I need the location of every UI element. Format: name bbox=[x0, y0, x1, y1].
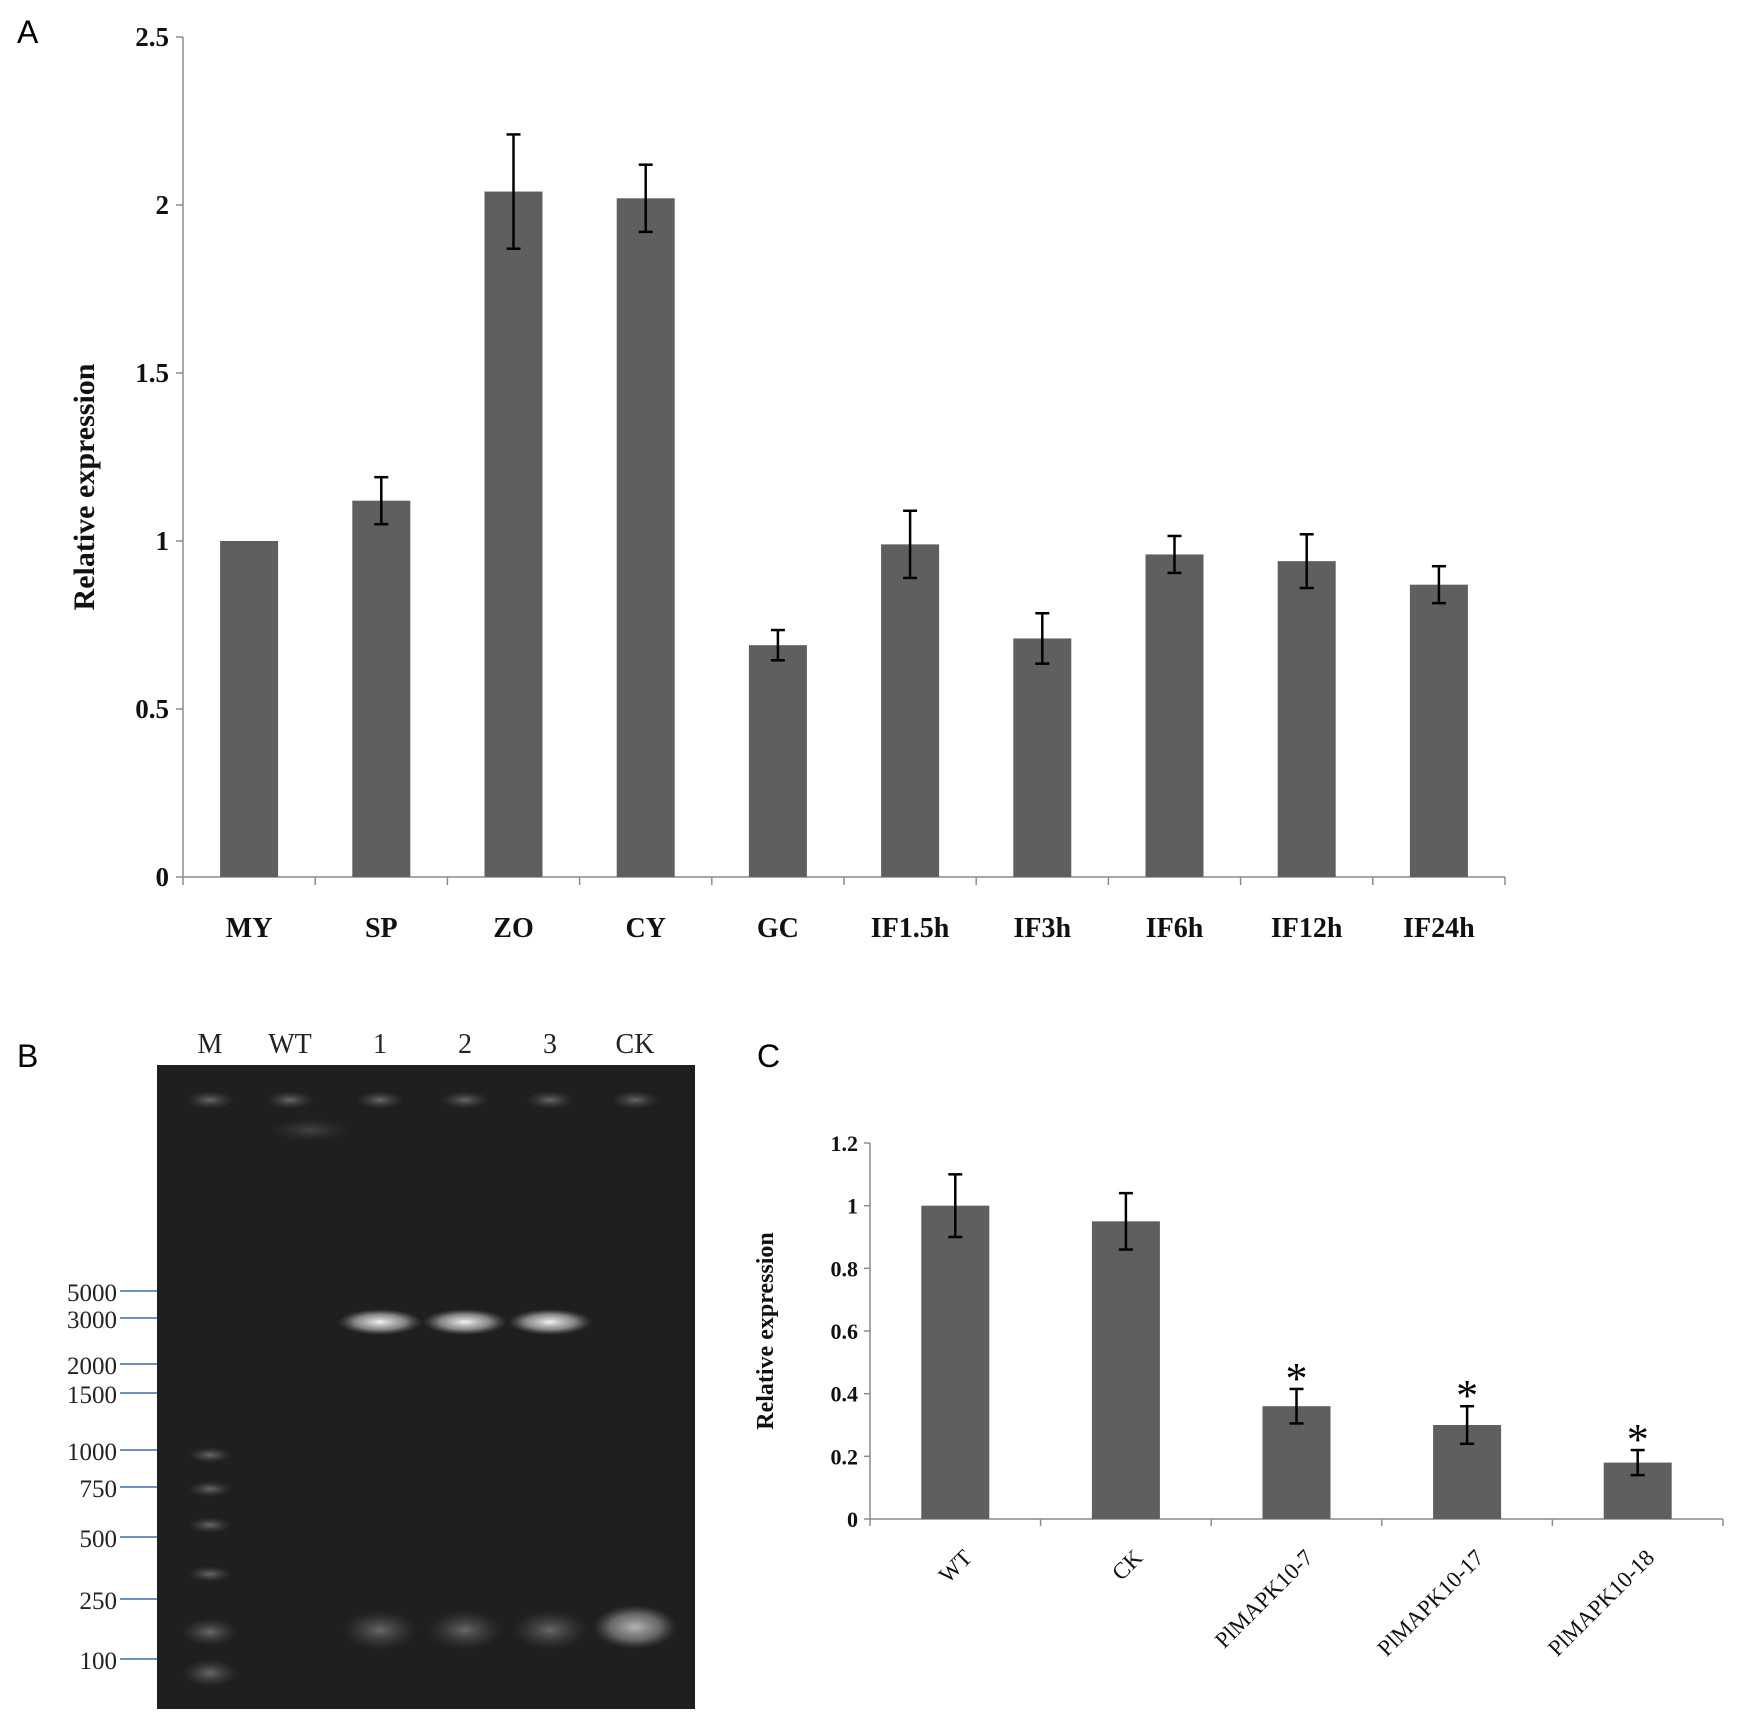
y-tick-label: 1 bbox=[847, 1194, 858, 1219]
bar bbox=[220, 541, 279, 877]
y-axis-title: Relative expression bbox=[68, 363, 101, 610]
y-tick-label: 0.4 bbox=[831, 1382, 859, 1407]
lane-label: 2 bbox=[458, 1029, 472, 1060]
bar bbox=[1013, 638, 1072, 877]
category-label: MY bbox=[226, 913, 273, 944]
bar bbox=[748, 645, 807, 877]
marker-size-label: 500 bbox=[80, 1526, 118, 1553]
category-label: IF12h bbox=[1271, 913, 1343, 944]
category-label: IF1.5h bbox=[871, 913, 950, 944]
category-label: IF24h bbox=[1403, 913, 1475, 944]
y-tick-label: 2.5 bbox=[135, 22, 169, 52]
bar bbox=[1262, 1406, 1331, 1519]
gel-background bbox=[157, 1065, 695, 1709]
bar bbox=[881, 544, 940, 877]
bar bbox=[1409, 584, 1468, 877]
y-tick-label: 1 bbox=[156, 526, 170, 556]
y-tick-label: 0 bbox=[156, 862, 170, 892]
gel-ladder-band bbox=[182, 1618, 238, 1646]
chart-c: 0 0.2 0.4 0.6 0.8 1 1.2 WT CK * PlMAPK10-7 * PlMAPK1… bbox=[753, 1131, 1724, 1661]
y-tick-label: 0.8 bbox=[831, 1256, 859, 1281]
category-label: IF6h bbox=[1146, 913, 1204, 944]
bar bbox=[1277, 561, 1336, 877]
y-tick-label: 0.2 bbox=[831, 1444, 859, 1469]
gel-band-product bbox=[423, 1309, 507, 1335]
gel-band-product bbox=[508, 1309, 592, 1335]
gel-well bbox=[526, 1091, 574, 1109]
gel-well bbox=[441, 1091, 489, 1109]
panel-letter-a: A bbox=[17, 14, 39, 50]
gel-ladder-band bbox=[188, 1517, 232, 1533]
marker-size-label: 5000 bbox=[67, 1280, 117, 1307]
gel-well bbox=[266, 1091, 314, 1109]
gel-ladder-band bbox=[188, 1566, 232, 1582]
category-label: CY bbox=[625, 913, 665, 944]
marker-size-label: 3000 bbox=[67, 1307, 117, 1334]
lane-label: WT bbox=[268, 1029, 312, 1060]
marker-size-label: 1500 bbox=[67, 1382, 117, 1409]
lane-label: 1 bbox=[373, 1029, 387, 1060]
significance-marker: * bbox=[1627, 1415, 1649, 1464]
gel-ladder-band bbox=[188, 1447, 232, 1463]
marker-size-label: 100 bbox=[80, 1648, 118, 1675]
gel-well bbox=[356, 1091, 404, 1109]
bar bbox=[921, 1205, 990, 1519]
marker-size-label: 750 bbox=[80, 1476, 118, 1503]
lane-label: 3 bbox=[543, 1029, 557, 1060]
y-tick-label: 0 bbox=[847, 1507, 858, 1532]
significance-marker: * bbox=[1286, 1354, 1308, 1403]
category-label: PlMAPK10-17 bbox=[1372, 1545, 1488, 1661]
category-label: WT bbox=[934, 1545, 977, 1588]
bar bbox=[1145, 554, 1204, 877]
y-tick-label: 0.5 bbox=[135, 694, 169, 724]
gel-band-product bbox=[338, 1309, 422, 1335]
gel-low-band bbox=[342, 1610, 418, 1650]
gel-well bbox=[186, 1091, 234, 1109]
gel-low-band bbox=[593, 1605, 677, 1649]
category-label: PlMAPK10-18 bbox=[1543, 1545, 1659, 1661]
y-tick-label: 1.2 bbox=[831, 1131, 859, 1156]
gel-ladder-band bbox=[188, 1481, 232, 1497]
gel-ladder-band bbox=[182, 1659, 238, 1687]
panel-letter-b: B bbox=[17, 1038, 39, 1074]
category-label: SP bbox=[365, 913, 398, 944]
y-tick-label: 1.5 bbox=[135, 358, 169, 388]
category-label: PlMAPK10-7 bbox=[1210, 1545, 1318, 1653]
y-tick-label: 2 bbox=[156, 190, 170, 220]
significance-marker: * bbox=[1456, 1371, 1478, 1420]
bar bbox=[616, 198, 675, 877]
category-label: CK bbox=[1107, 1545, 1148, 1586]
category-label: GC bbox=[757, 913, 799, 944]
gel-well bbox=[611, 1091, 659, 1109]
lane-label: CK bbox=[616, 1029, 655, 1060]
y-axis-title: Relative expression bbox=[753, 1232, 779, 1430]
category-label: ZO bbox=[493, 913, 533, 944]
gel-smear bbox=[270, 1118, 350, 1142]
gel-low-band bbox=[427, 1610, 503, 1650]
chart-a: 0 0.5 1 1.5 2 2.5 MY SP ZO CY GC IF1.5h IF3h IF6h IF12… bbox=[68, 22, 1506, 944]
category-label: IF3h bbox=[1014, 913, 1072, 944]
panel-letter-c: C bbox=[757, 1038, 781, 1074]
bar bbox=[484, 191, 543, 877]
y-tick-label: 0.6 bbox=[831, 1319, 859, 1344]
marker-size-label: 250 bbox=[80, 1588, 118, 1615]
gel-low-band bbox=[512, 1610, 588, 1650]
marker-size-label: 1000 bbox=[67, 1439, 117, 1466]
lane-label: M bbox=[198, 1029, 223, 1060]
bar bbox=[1091, 1221, 1160, 1519]
marker-size-label: 2000 bbox=[67, 1353, 117, 1380]
bar bbox=[352, 500, 411, 877]
